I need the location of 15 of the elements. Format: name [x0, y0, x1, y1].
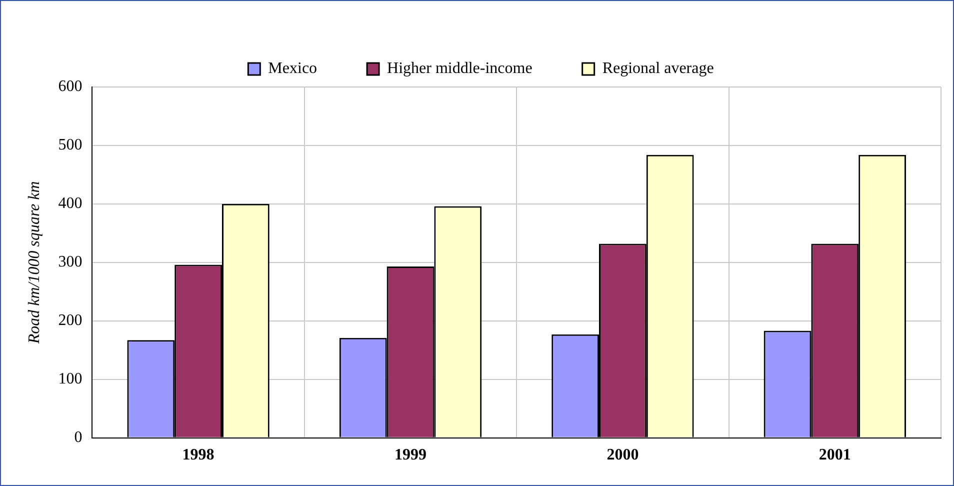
legend-label: Mexico	[268, 60, 318, 78]
y-tick-label: 400	[58, 195, 82, 212]
y-tick-label: 300	[58, 254, 82, 271]
x-tick-label: 1999	[394, 446, 426, 464]
y-tick-label: 200	[58, 312, 82, 330]
legend-label: Higher middle-income	[387, 60, 532, 78]
y-axis-title: Road km/1000 square km	[26, 181, 43, 345]
y-tick-label: 100	[58, 370, 82, 388]
x-tick-label: 2001	[818, 446, 851, 464]
x-tick-label: 1998	[182, 446, 214, 464]
legend-label: Regional average	[602, 60, 714, 78]
x-tick-label: 2000	[606, 446, 639, 464]
y-tick-label: 0	[74, 429, 82, 446]
y-tick-label: 500	[58, 136, 82, 154]
y-tick-label: 600	[58, 78, 82, 96]
